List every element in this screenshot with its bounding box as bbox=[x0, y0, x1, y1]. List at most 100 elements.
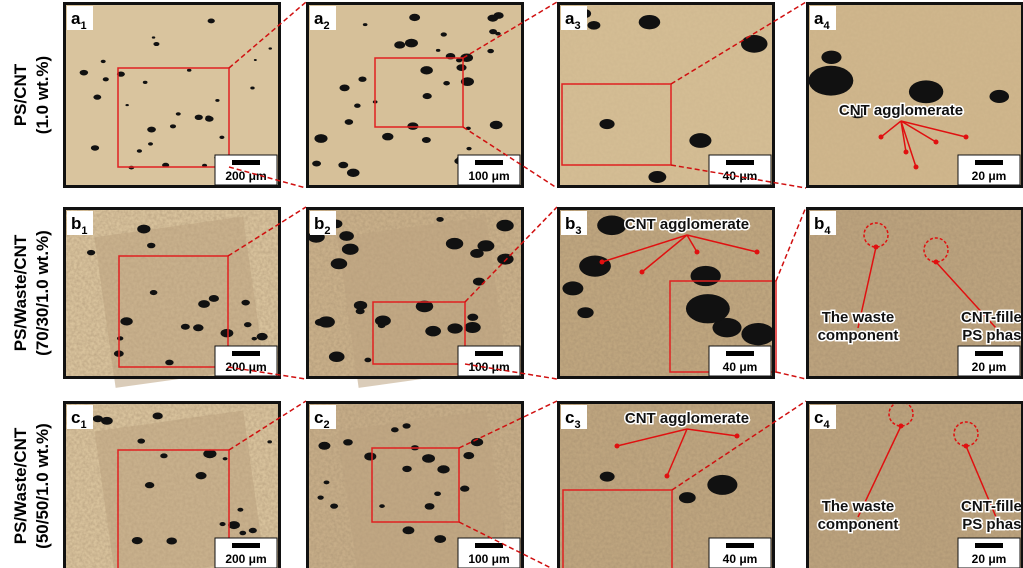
scale-bar bbox=[232, 543, 260, 548]
scale-bar bbox=[232, 160, 260, 165]
particle bbox=[422, 137, 431, 143]
panel-letter: c bbox=[71, 408, 80, 427]
particle bbox=[434, 535, 446, 543]
arrow-head bbox=[615, 444, 620, 449]
particle bbox=[132, 537, 143, 544]
arrow-head bbox=[695, 250, 700, 255]
particle bbox=[338, 162, 348, 169]
particle bbox=[228, 521, 240, 529]
particle bbox=[147, 243, 155, 249]
arrow-head bbox=[934, 140, 939, 145]
particle bbox=[339, 84, 349, 91]
particle bbox=[487, 15, 498, 22]
particle bbox=[143, 81, 148, 84]
zoom-line bbox=[776, 207, 806, 281]
particle bbox=[378, 323, 386, 328]
particle bbox=[219, 136, 224, 139]
particle bbox=[989, 90, 1009, 103]
scale-bar bbox=[232, 351, 260, 356]
particle bbox=[490, 121, 503, 129]
micrograph-panel: a2100 μm bbox=[306, 2, 524, 188]
particle bbox=[223, 457, 228, 460]
particle bbox=[147, 127, 156, 133]
arrow-head bbox=[640, 270, 645, 275]
particle bbox=[679, 492, 696, 503]
micrograph-panel: a340 μm bbox=[557, 2, 775, 188]
particle bbox=[324, 480, 330, 484]
micrograph-panel: CNT agglomerateb340 μm bbox=[557, 207, 776, 379]
scale-bar bbox=[726, 160, 754, 165]
scale-bar bbox=[475, 351, 503, 356]
row-sublabel: (1.0 wt.%) bbox=[33, 56, 52, 134]
particle bbox=[456, 58, 462, 62]
row-label: PS/Waste/CNT bbox=[11, 427, 30, 544]
particle bbox=[639, 15, 661, 29]
particle bbox=[257, 333, 268, 340]
particle bbox=[267, 440, 272, 443]
particle bbox=[467, 314, 478, 321]
panel-index: 1 bbox=[80, 419, 86, 431]
particle bbox=[356, 308, 365, 314]
scale-label: 20 μm bbox=[972, 169, 1007, 183]
particle bbox=[463, 452, 474, 459]
row-label: PS/CNT bbox=[11, 63, 30, 126]
particle bbox=[689, 133, 711, 148]
particle bbox=[436, 49, 441, 52]
scale-label: 100 μm bbox=[468, 552, 509, 566]
annotation: CNT agglomerate bbox=[839, 102, 963, 119]
scale-label: 100 μm bbox=[468, 169, 509, 183]
scale-bar bbox=[475, 543, 503, 548]
particle bbox=[221, 329, 234, 338]
particle bbox=[477, 240, 494, 251]
panels: PS/CNT(1.0 wt.%)a1200 μma2100 μma340 μmC… bbox=[11, 2, 1023, 568]
particle bbox=[808, 66, 853, 96]
annotation: PS phase bbox=[962, 516, 1023, 533]
particle bbox=[205, 116, 214, 122]
panel-index: 2 bbox=[323, 419, 329, 431]
particle bbox=[456, 64, 466, 71]
scale-bar bbox=[726, 351, 754, 356]
particle bbox=[209, 295, 219, 302]
panel-index: 2 bbox=[324, 225, 330, 237]
row-sublabel: (70/30/1.0 wt.%) bbox=[33, 230, 52, 356]
particle bbox=[691, 266, 721, 286]
micrograph-panel: c1200 μm bbox=[63, 401, 281, 568]
particle bbox=[466, 147, 471, 150]
particle bbox=[187, 69, 192, 72]
particle bbox=[405, 39, 418, 48]
particle bbox=[347, 169, 360, 177]
annotation: CNT agglomerate bbox=[625, 216, 749, 233]
particle bbox=[339, 231, 354, 241]
particle bbox=[103, 77, 109, 81]
particle bbox=[198, 300, 210, 308]
particle bbox=[220, 522, 226, 526]
particle bbox=[160, 453, 167, 458]
particle bbox=[137, 225, 150, 234]
annotation: PS phase bbox=[962, 327, 1023, 344]
panel-letter: c bbox=[314, 408, 323, 427]
particle bbox=[196, 472, 207, 479]
particle bbox=[425, 326, 441, 336]
arrow-head bbox=[964, 135, 969, 140]
particle bbox=[441, 32, 447, 36]
particle bbox=[153, 413, 163, 420]
particle bbox=[707, 475, 737, 495]
particle bbox=[93, 95, 101, 100]
particle bbox=[425, 503, 435, 510]
scale-bar bbox=[975, 160, 1003, 165]
particle bbox=[379, 504, 385, 508]
particle bbox=[464, 322, 480, 333]
annotation: component bbox=[818, 516, 899, 533]
row-sublabel: (50/50/1.0 wt.%) bbox=[33, 423, 52, 549]
particle bbox=[137, 149, 142, 152]
particle bbox=[80, 70, 88, 76]
particle bbox=[382, 133, 393, 141]
annotation: The waste bbox=[822, 309, 895, 326]
particle bbox=[137, 438, 145, 443]
panel-letter: b bbox=[565, 214, 575, 233]
micrograph-panel: c2 100 μm bbox=[306, 401, 524, 568]
particle bbox=[363, 23, 368, 26]
scale-label: 20 μm bbox=[972, 552, 1007, 566]
particle bbox=[239, 531, 246, 535]
